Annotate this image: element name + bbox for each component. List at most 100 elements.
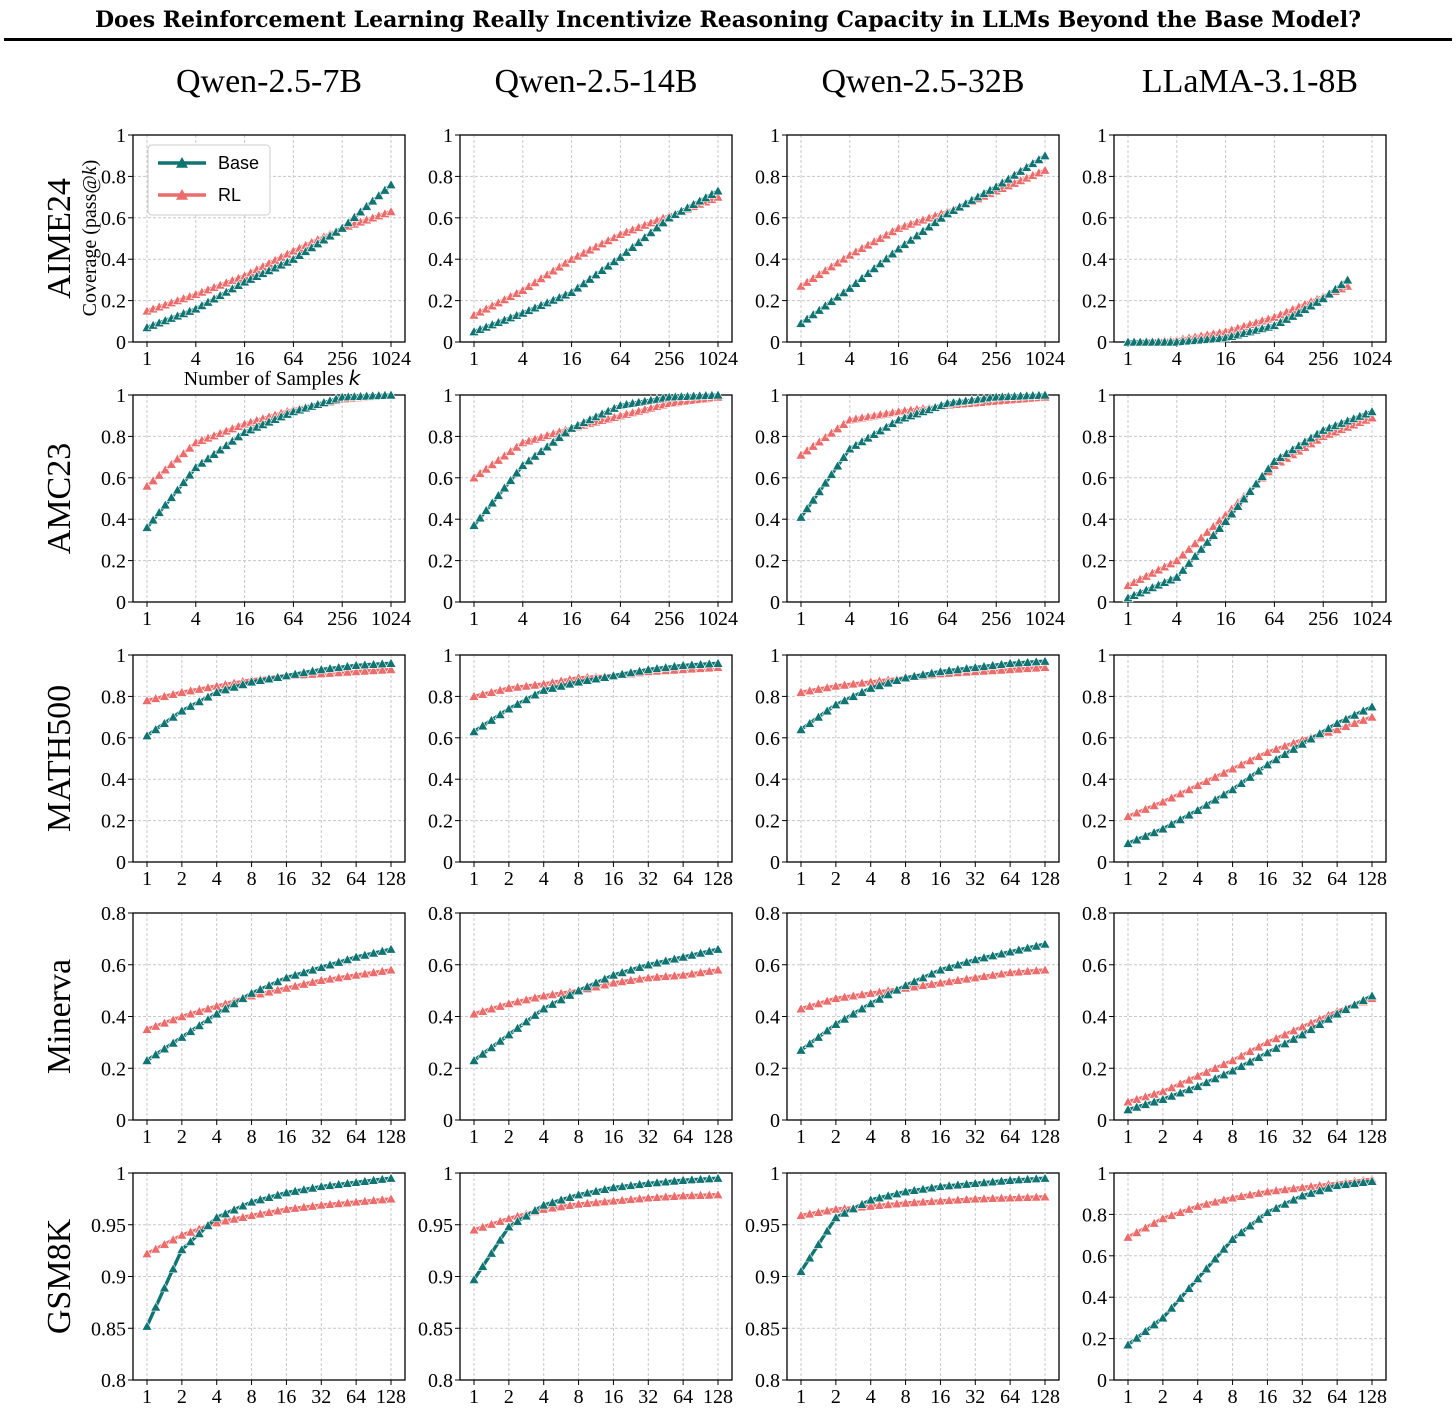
base-series-marker [1357,705,1369,716]
base-series-marker [1314,1018,1326,1029]
rl-series-marker [167,1014,179,1025]
rl-series-marker [512,996,524,1006]
x-tick-label: 32 [311,1386,331,1408]
base-series-marker [900,1186,912,1196]
y-tick-label: 0.2 [428,1058,453,1080]
rl-series-marker [625,974,637,985]
base-series-marker [254,674,266,685]
y-tick-label: 0.8 [755,426,780,448]
rl-series-marker [1022,662,1034,673]
rl-series-marker [581,1197,593,1208]
y-tick-label: 0 [770,1110,780,1132]
base-series-marker [838,451,850,462]
base-series-marker [1262,463,1274,474]
x-tick-label: 16 [1216,608,1236,630]
rl-series-marker [1039,964,1051,975]
rl-series-marker [1174,1206,1186,1217]
y-tick-label: 0 [116,852,126,874]
y-tick-label: 0.4 [1082,1007,1107,1029]
rl-series-marker [856,988,868,999]
plot-frame [132,394,406,603]
rl-series-marker [350,665,362,676]
rl-series-marker [376,965,388,976]
x-tick-label: 16 [1257,1386,1277,1408]
base-series-marker [333,956,345,967]
x-tick-label: 64 [1327,1386,1347,1408]
x-tick-label: 64 [283,348,303,370]
base-series-marker [819,477,831,488]
rl-series-marker [660,970,672,981]
x-tick-label: 64 [1264,348,1284,370]
base-series-marker [1253,765,1265,776]
x-tick-label: 8 [574,868,584,890]
y-tick-label: 0.2 [101,551,126,573]
subplot-math500-1: 1 2 4 8 16 32 64 128 0 0.2 0.4 0.6 0.8 1 [428,645,733,890]
y-tick-label: 0 [443,332,453,354]
rl-series-marker [1270,1184,1282,1195]
base-series-marker [1022,942,1034,953]
base-series-marker [211,1211,223,1222]
x-tick-label: 4 [212,1126,222,1148]
rl-series-marker [184,442,196,453]
subplot-amc23-1: 1 4 16 64 256 1024 0 0.2 0.4 0.6 0.8 1 [428,385,738,630]
y-tick-label: 0.4 [101,1007,126,1029]
y-tick-label: 1 [1097,645,1107,667]
base-series-marker [590,977,602,988]
rl-series-marker [1192,1200,1204,1211]
rl-series-marker [1209,1196,1221,1207]
rl-series-marker [969,972,981,982]
rl-series-marker [891,1198,903,1209]
rl-series-marker [359,1195,371,1206]
plot-frame [786,134,1060,343]
base-series-marker [237,992,249,1003]
x-tick-label: 32 [311,1126,331,1148]
y-tick-label: 0.2 [755,811,780,833]
base-series-marker [917,1183,929,1194]
base-series-marker [289,969,301,980]
base-series-marker [1200,1076,1212,1087]
base-series-marker [315,961,327,972]
rl-series-marker [546,988,558,999]
base-series-marker [520,693,532,704]
rl-series-marker [150,692,162,703]
rl-series-marker [1148,799,1160,810]
x-tick-label: 16 [235,608,255,630]
base-series-marker [167,711,179,722]
rl-series-marker [150,1243,162,1254]
x-tick-label: 32 [311,868,331,890]
base-series-marker [373,189,385,200]
base-series-marker [315,1180,327,1191]
base-series-marker [1189,550,1201,561]
y-tick-label: 0.6 [101,955,126,977]
base-series-marker [1039,938,1051,949]
base-series-marker [350,951,362,962]
base-series-marker [211,686,223,697]
rl-series-marker [485,1003,497,1014]
y-tick-label: 0.2 [428,551,453,573]
rl-series-marker [176,1229,188,1240]
base-series-marker [485,1041,497,1052]
base-series-marker [625,666,637,677]
base-series-marker [336,222,348,233]
y-tick-label: 0.9 [755,1267,780,1289]
y-tick-label: 0.95 [418,1215,453,1237]
base-series-marker [926,968,938,979]
base-series-marker [651,222,663,232]
x-tick-label: 128 [703,1386,733,1408]
row-label: MATH500 [41,685,78,832]
base-series-marker [1039,1172,1051,1183]
x-tick-label: 4 [191,608,201,630]
y-tick-label: 0.8 [101,903,126,925]
base-series-marker [254,1194,266,1204]
base-series-marker [1227,1065,1239,1076]
rl-series-marker [1013,663,1025,674]
base-series-marker [385,943,397,954]
base-series-marker [642,663,654,674]
x-tick-label: 64 [1000,868,1020,890]
x-axis-label: Number of Samples k [184,366,362,390]
base-series-marker [677,659,689,670]
base-series-marker [581,674,593,685]
base-series-marker [844,282,856,293]
rl-series-marker [1039,1191,1051,1202]
rl-series-marker [1357,714,1369,725]
